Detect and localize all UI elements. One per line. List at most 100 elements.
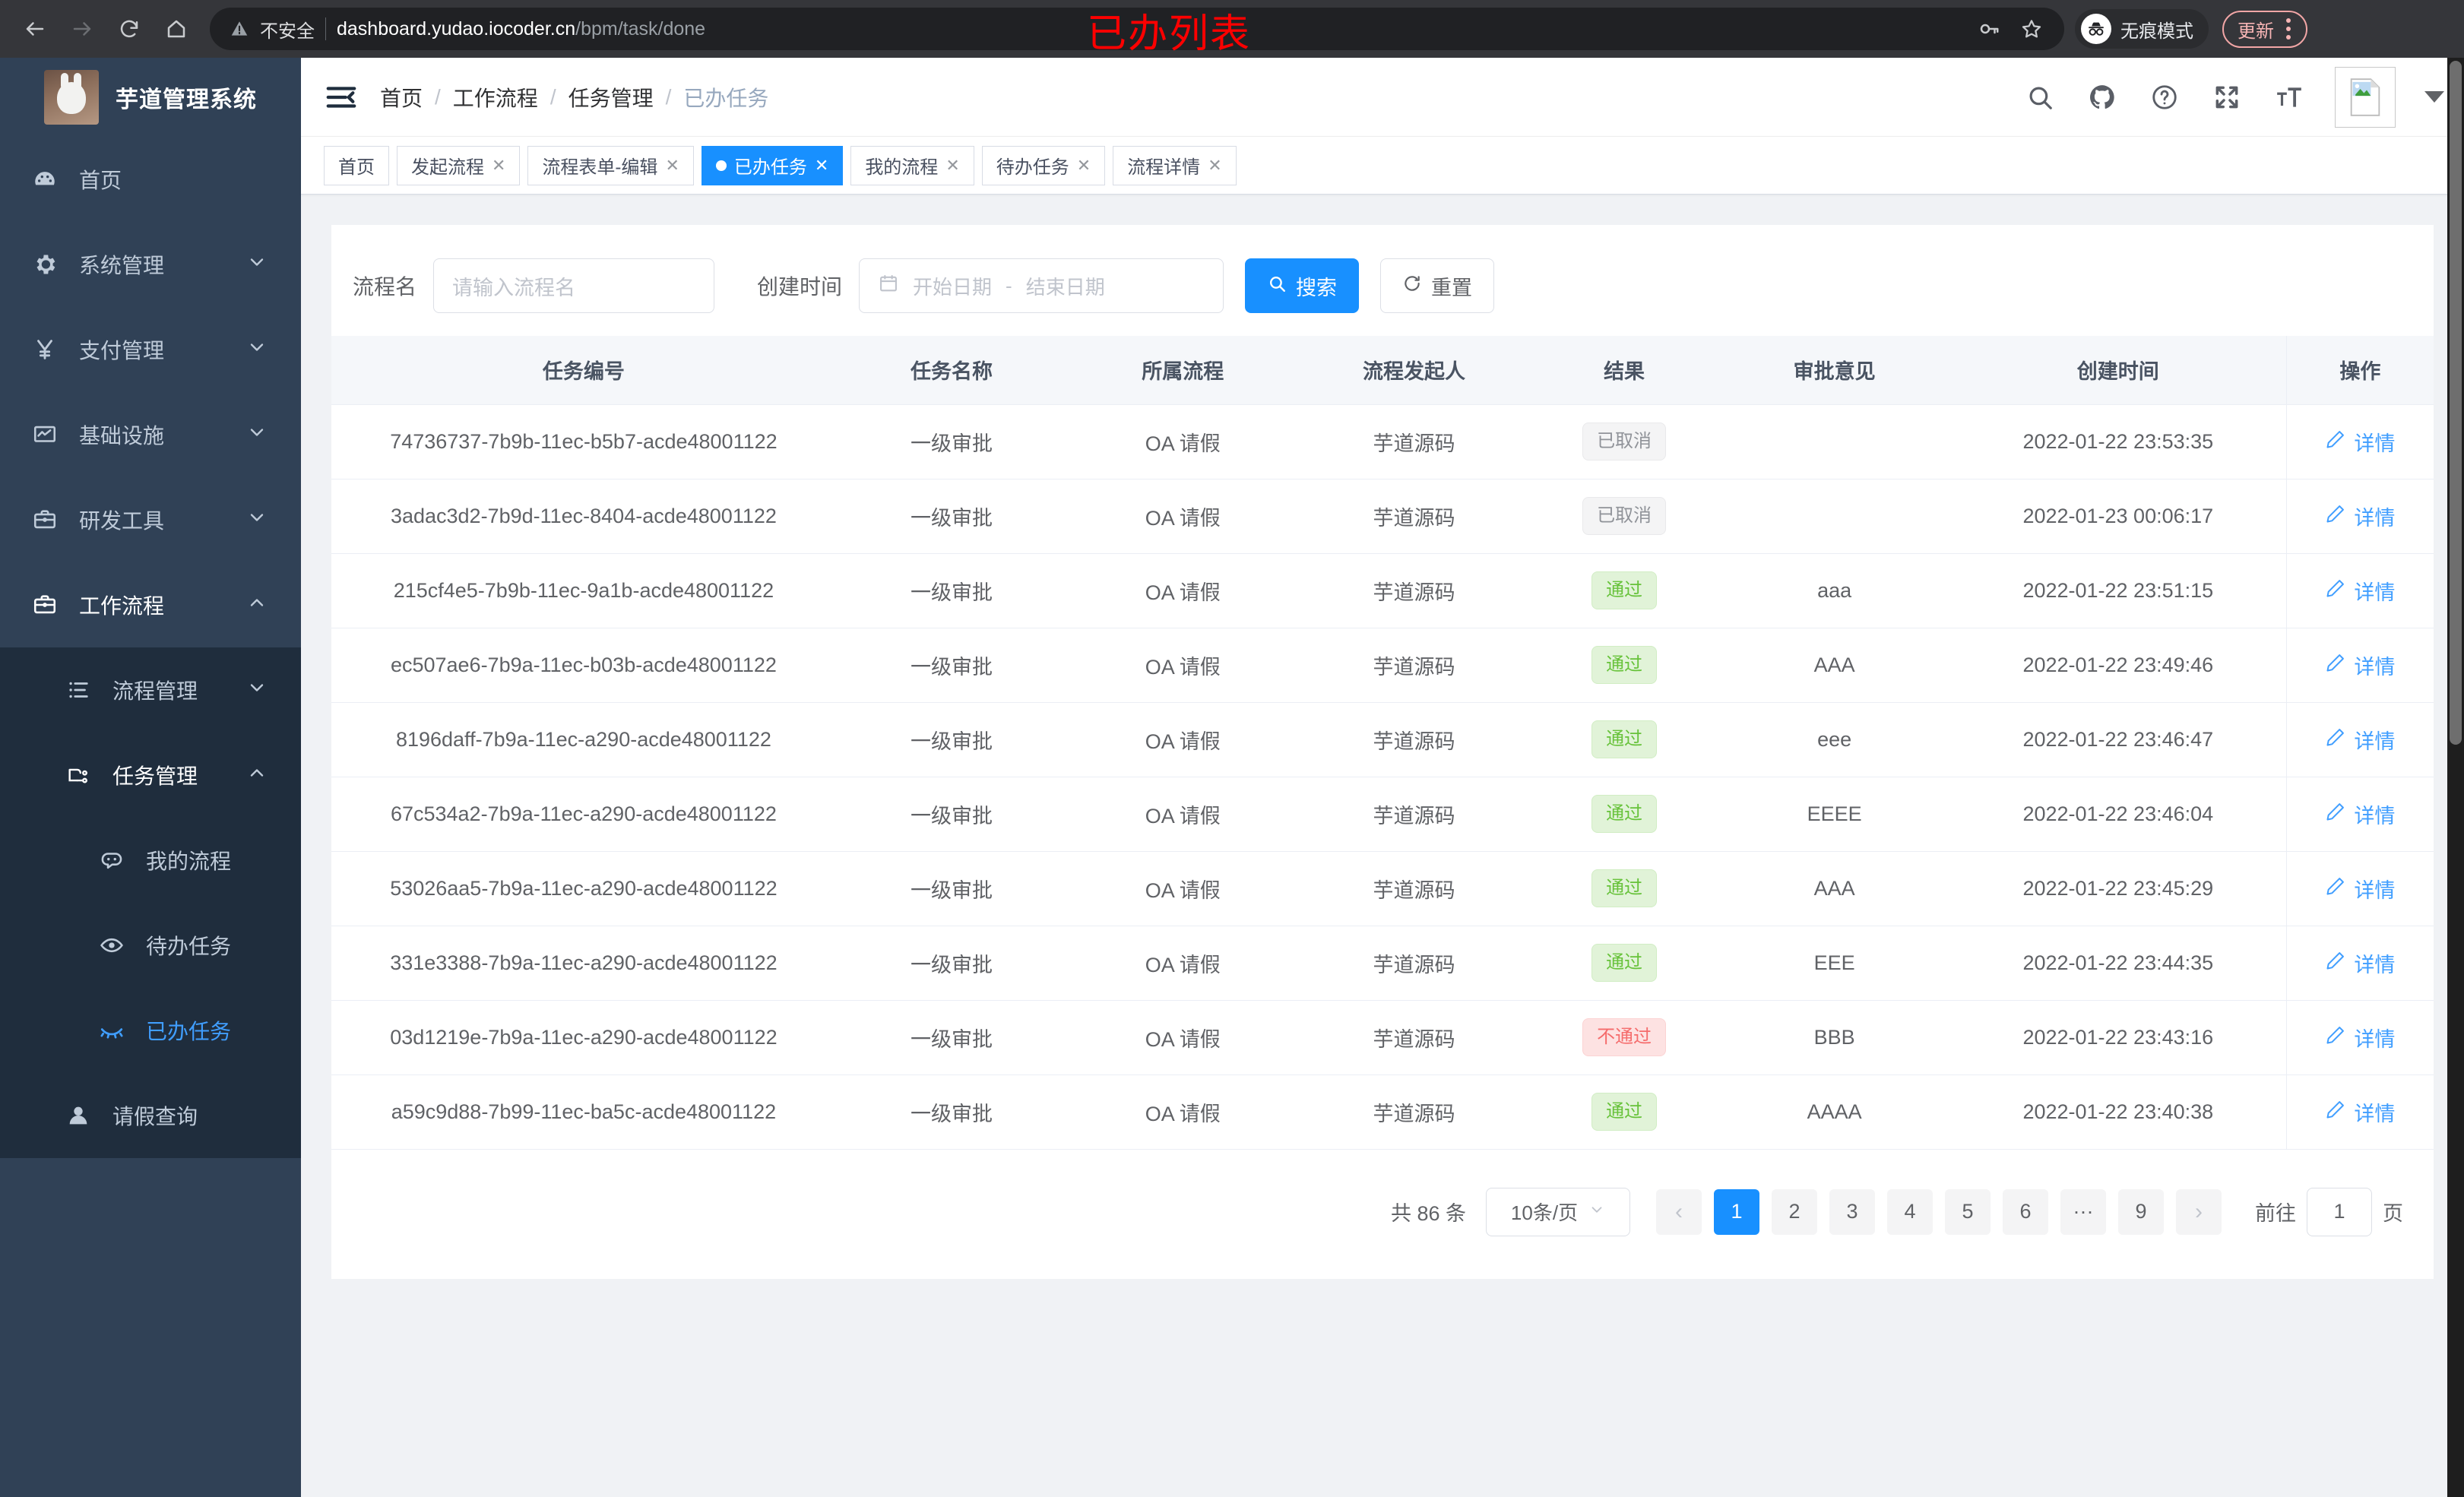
forward-arrow-icon[interactable] [61, 8, 103, 50]
table-row[interactable]: 8196daff-7b9a-11ec-a290-acde48001122 一级审批… [331, 702, 2434, 777]
sidebar-submenu-task: 我的流程 待办任务 已办任务 [0, 818, 301, 1073]
detail-button[interactable]: 详情 [2325, 502, 2395, 531]
main-panel: 首页 / 工作流程 / 任务管理 / 已办任务 [301, 58, 2464, 1497]
pagination-next-button[interactable]: › [2176, 1188, 2222, 1235]
status-badge: 通过 [1591, 646, 1658, 684]
pagination-page-9[interactable]: 9 [2118, 1188, 2164, 1235]
close-icon[interactable]: ✕ [492, 155, 506, 175]
detail-button[interactable]: 详情 [2325, 650, 2395, 680]
table-row[interactable]: 67c534a2-7b9a-11ec-a290-acde48001122 一级审批… [331, 777, 2434, 852]
page-scrollbar-thumb[interactable] [2450, 61, 2462, 745]
address-bar[interactable]: 不安全 dashboard.yudao.iocoder.cn/bpm/task/… [210, 8, 2064, 50]
table-row[interactable]: ec507ae6-7b9a-11ec-b03b-acde48001122 一级审批… [331, 628, 2434, 703]
cell-comment [1718, 479, 1950, 554]
detail-button[interactable]: 详情 [2325, 948, 2395, 978]
browser-chrome: 不安全 dashboard.yudao.iocoder.cn/bpm/task/… [0, 0, 2464, 58]
incognito-indicator[interactable]: 无痕模式 [2075, 9, 2209, 49]
cell-comment: AAA [1718, 628, 1950, 703]
back-arrow-icon[interactable] [14, 8, 56, 50]
pagination-page-1[interactable]: 1 [1714, 1188, 1759, 1235]
sidebar-item-process-management[interactable]: 流程管理 [0, 647, 301, 733]
sidebar-submenu-workflow: 流程管理 任务管理 我的流程 [0, 647, 301, 1158]
tab-my-process[interactable]: 我的流程 ✕ [850, 145, 974, 185]
reload-icon[interactable] [108, 8, 150, 50]
tab-process-form-edit[interactable]: 流程表单-编辑 ✕ [527, 145, 694, 185]
close-icon[interactable]: ✕ [814, 155, 829, 175]
table-row[interactable]: 3adac3d2-7b9d-11ec-8404-acde48001122 一级审批… [331, 479, 2434, 554]
avatar[interactable] [2335, 66, 2396, 128]
pagination-prev-button[interactable]: ‹ [1656, 1188, 1702, 1235]
pagination-page-3[interactable]: 3 [1829, 1188, 1875, 1235]
sidebar-item-my-process[interactable]: 我的流程 [0, 818, 301, 903]
detail-button[interactable]: 详情 [2325, 427, 2395, 457]
fullscreen-icon[interactable] [2210, 81, 2244, 114]
detail-button[interactable]: 详情 [2325, 1023, 2395, 1052]
sidebar-item-infrastructure[interactable]: 基础设施 [0, 392, 301, 477]
sidebar: 芋道管理系统 首页 系统管理 支付管理 [0, 58, 301, 1497]
pagination-page-4[interactable]: 4 [1887, 1188, 1933, 1235]
jump-page-input[interactable]: 1 [2307, 1187, 2372, 1236]
page-size-select[interactable]: 10条/页 [1486, 1187, 1630, 1236]
search-input[interactable]: 请输入流程名 [433, 258, 715, 313]
pagination-page-6[interactable]: 6 [2003, 1188, 2048, 1235]
breadcrumb-item[interactable]: 首页 [380, 86, 423, 110]
pagination-page-5[interactable]: 5 [1945, 1188, 1991, 1235]
table-row[interactable]: 331e3388-7b9a-11ec-a290-acde48001122 一级审批… [331, 926, 2434, 1001]
key-icon[interactable] [1976, 16, 2002, 42]
help-circle-icon[interactable] [2148, 81, 2181, 114]
cell-comment: AAA [1718, 851, 1950, 926]
detail-button[interactable]: 详情 [2325, 576, 2395, 606]
sidebar-item-home[interactable]: 首页 [0, 137, 301, 222]
sidebar-item-todo-task[interactable]: 待办任务 [0, 903, 301, 988]
tab-todo-task[interactable]: 待办任务 ✕ [981, 145, 1106, 185]
close-icon[interactable]: ✕ [665, 155, 679, 175]
table-row[interactable]: 74736737-7b9b-11ec-b5b7-acde48001122 一级审批… [331, 404, 2434, 479]
table-row[interactable]: 03d1219e-7b9a-11ec-a290-acde48001122 一级审批… [331, 1000, 2434, 1075]
search-icon[interactable] [2023, 81, 2057, 114]
close-icon[interactable]: ✕ [1076, 155, 1091, 175]
chevron-down-icon[interactable] [2424, 91, 2444, 103]
hamburger-icon[interactable] [324, 80, 359, 115]
jump-prefix-label: 前往 [2255, 1202, 2296, 1225]
breadcrumb-item[interactable]: 任务管理 [568, 86, 654, 110]
close-icon[interactable]: ✕ [1208, 155, 1222, 175]
table-row[interactable]: a59c9d88-7b99-11ec-ba5c-acde48001122 一级审批… [331, 1074, 2434, 1150]
sidebar-item-task-management[interactable]: 任务管理 [0, 733, 301, 818]
sidebar-item-payment-management[interactable]: 支付管理 [0, 307, 301, 392]
github-icon[interactable] [2086, 81, 2119, 114]
tab-start-process[interactable]: 发起流程 ✕ [397, 145, 521, 185]
reset-button[interactable]: 重置 [1380, 258, 1495, 313]
home-icon[interactable] [155, 8, 198, 50]
pagination-page-2[interactable]: 2 [1772, 1188, 1817, 1235]
sidebar-item-leave-query[interactable]: 请假查询 [0, 1073, 301, 1158]
sidebar-item-dev-tools[interactable]: 研发工具 [0, 477, 301, 562]
sidebar-item-label: 我的流程 [146, 850, 232, 873]
detail-button[interactable]: 详情 [2325, 874, 2395, 904]
cell-create-time: 2022-01-22 23:46:04 [1949, 777, 2287, 852]
detail-button[interactable]: 详情 [2325, 799, 2395, 829]
tab-process-detail[interactable]: 流程详情 ✕ [1113, 145, 1237, 185]
detail-button[interactable]: 详情 [2325, 1097, 2395, 1127]
sidebar-item-label: 请假查询 [112, 1105, 198, 1128]
breadcrumb-item[interactable]: 工作流程 [452, 86, 538, 110]
cell-task-name: 一级审批 [835, 926, 1068, 1001]
detail-button[interactable]: 详情 [2325, 725, 2395, 755]
table-row[interactable]: 53026aa5-7b9a-11ec-a290-acde48001122 一级审批… [331, 851, 2434, 926]
sidebar-item-system-management[interactable]: 系统管理 [0, 222, 301, 307]
update-button[interactable]: 更新 [2222, 10, 2307, 48]
table-row[interactable]: 215cf4e5-7b9b-11ec-9a1b-acde48001122 一级审批… [331, 553, 2434, 628]
cell-task-id: ec507ae6-7b9a-11ec-b03b-acde48001122 [331, 628, 836, 703]
search-button[interactable]: 搜索 [1245, 258, 1360, 313]
star-icon[interactable] [2019, 16, 2044, 42]
kebab-menu-icon[interactable] [2282, 18, 2295, 40]
sidebar-item-done-task[interactable]: 已办任务 [0, 988, 301, 1073]
cell-create-time: 2022-01-23 00:06:17 [1949, 479, 2287, 554]
sidebar-item-workflow[interactable]: 工作流程 [0, 562, 301, 647]
tab-home[interactable]: 首页 [324, 145, 389, 185]
date-range-picker[interactable]: 开始日期 - 结束日期 [859, 258, 1224, 313]
font-size-icon[interactable] [2272, 81, 2306, 114]
tab-done-task[interactable]: 已办任务 ✕ [701, 145, 844, 185]
pagination-ellipsis[interactable]: ··· [2060, 1188, 2106, 1235]
close-icon[interactable]: ✕ [945, 155, 960, 175]
sidebar-logo[interactable]: 芋道管理系统 [0, 58, 301, 137]
